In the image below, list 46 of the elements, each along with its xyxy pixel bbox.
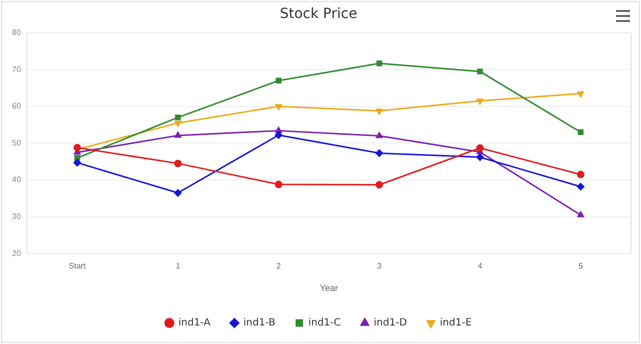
legend-label: ind1-B: [243, 318, 276, 329]
point: [376, 132, 383, 138]
point: [174, 189, 182, 197]
point: [174, 120, 182, 127]
legend-label: ind1-C: [308, 318, 341, 329]
point: [275, 104, 282, 110]
point: [576, 170, 584, 178]
point: [73, 158, 81, 166]
point: [476, 153, 484, 161]
x-axis-title: Year: [320, 283, 338, 294]
point: [577, 91, 584, 98]
legend-label: ind1-E: [440, 318, 472, 329]
point: [274, 180, 282, 188]
point: [376, 60, 382, 66]
legend-label: ind1-A: [178, 318, 211, 329]
y-tick-label: 60: [12, 102, 22, 111]
x-tick-label: Start: [68, 262, 86, 271]
point: [73, 144, 81, 152]
point: [576, 182, 584, 190]
point: [174, 160, 182, 168]
point: [577, 211, 584, 218]
point: [376, 149, 384, 157]
y-tick-label: 70: [12, 64, 22, 74]
x-tick-label: 4: [478, 262, 483, 271]
chart-title: Stock Price: [280, 6, 358, 22]
x-tick-label: 3: [377, 262, 382, 271]
point: [476, 98, 484, 105]
y-tick-label: 80: [12, 28, 22, 38]
y-tick-label: 40: [12, 175, 22, 184]
x-tick-label: 5: [578, 262, 584, 271]
point: [275, 126, 282, 133]
point: [476, 144, 484, 152]
x-tick-label: 1: [176, 262, 181, 271]
point: [376, 108, 383, 115]
point: [376, 181, 384, 189]
point: [174, 132, 182, 138]
legend-label: ind1-D: [374, 318, 408, 329]
y-tick-label: 30: [12, 212, 22, 222]
point: [274, 131, 282, 139]
point: [175, 114, 181, 120]
point: [276, 78, 282, 84]
point: [477, 68, 483, 74]
x-tick-label: 2: [276, 262, 282, 271]
point: [578, 129, 584, 136]
y-tick-label: 50: [12, 138, 22, 148]
y-tick-label: 20: [12, 248, 22, 258]
